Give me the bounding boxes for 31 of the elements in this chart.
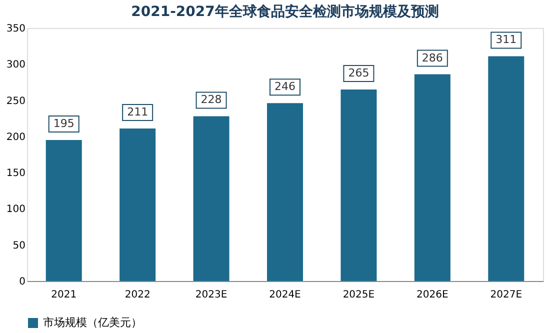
x-tick-label: 2023E: [195, 290, 228, 300]
x-tick-label: 2026E: [416, 290, 448, 300]
legend-label: 市场规模（亿美元）: [43, 316, 142, 329]
y-tick-label: 200: [6, 132, 26, 143]
data-label: 286: [422, 51, 443, 64]
y-tick-label: 350: [6, 24, 26, 34]
y-tick-label: 150: [6, 168, 26, 180]
bar: [193, 116, 230, 281]
y-tick-label: 50: [12, 240, 26, 252]
bar: [488, 56, 524, 281]
x-tick-label: 2021: [51, 290, 77, 300]
y-tick-label: 300: [6, 60, 26, 71]
data-label: 228: [200, 93, 222, 106]
data-label: 265: [348, 66, 370, 80]
data-label: 311: [496, 33, 517, 46]
data-label: 211: [127, 105, 148, 118]
bar: [267, 103, 303, 281]
data-label: 195: [53, 117, 74, 130]
y-tick-label: 250: [6, 96, 26, 107]
bar: [46, 140, 82, 281]
chart-title: 2021-2027年全球食品安全检测市场规模及预测: [131, 3, 439, 20]
y-tick-label: 0: [19, 276, 26, 288]
x-tick-label: 2025E: [342, 290, 375, 300]
x-tick-label: 2024E: [269, 290, 301, 300]
y-tick-label: 100: [6, 204, 26, 216]
bar: [414, 74, 450, 281]
bar: [120, 128, 156, 281]
data-label: 246: [274, 80, 296, 94]
x-tick-label: 2022: [124, 290, 150, 300]
bar: [340, 89, 377, 281]
x-tick-label: 2027E: [490, 290, 522, 300]
